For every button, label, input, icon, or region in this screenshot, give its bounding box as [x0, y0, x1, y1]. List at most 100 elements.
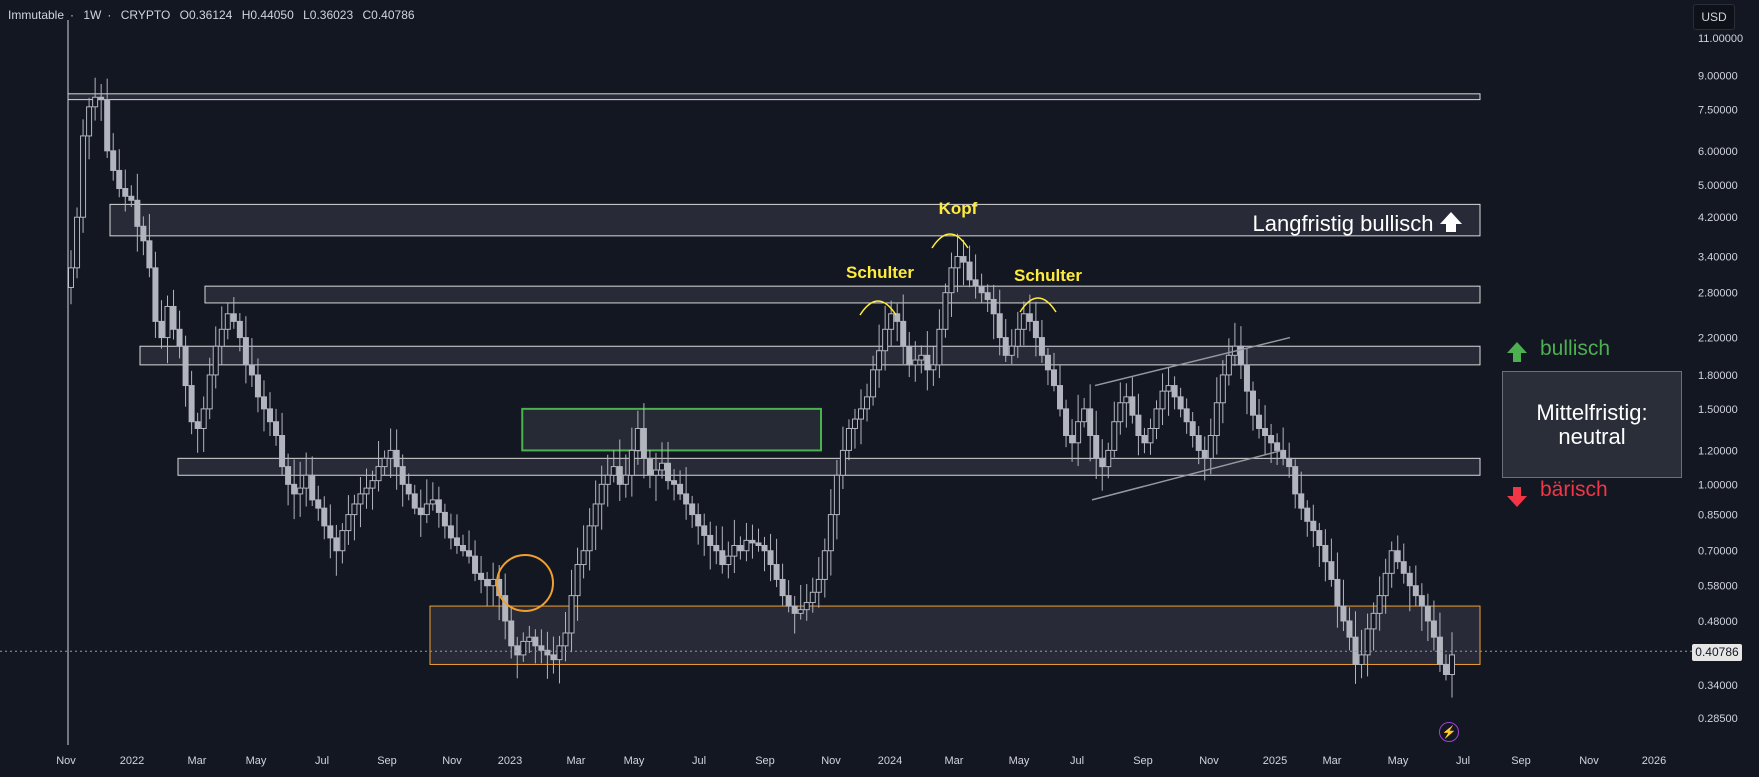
- candle-body: [1213, 402, 1220, 437]
- candle-body: [634, 427, 641, 451]
- zone-0: [67, 93, 1481, 101]
- candles-layer: [68, 77, 1455, 698]
- candle-body: [1069, 435, 1076, 444]
- arrow-up-icon: [1507, 342, 1527, 362]
- symbol-name[interactable]: Immutable: [8, 8, 65, 22]
- candle-body: [1165, 385, 1172, 392]
- green-zone: [521, 407, 822, 452]
- currency-button[interactable]: USD: [1693, 4, 1735, 30]
- candle-body: [1334, 578, 1341, 607]
- candle-body: [713, 544, 720, 552]
- zone-4: [177, 457, 1481, 476]
- candle-body: [1292, 466, 1299, 495]
- candle-body: [665, 462, 672, 482]
- candle-body: [580, 550, 587, 566]
- head-arc: [931, 233, 969, 249]
- x-tick-label: 2025: [1263, 755, 1287, 767]
- zone-3: [139, 345, 1481, 366]
- candle-body: [490, 578, 497, 587]
- candle-body: [1195, 435, 1202, 451]
- candle-body: [80, 135, 87, 218]
- candle-body: [116, 169, 123, 190]
- candle-body: [833, 474, 840, 516]
- y-tick-label: 0.85000: [1698, 510, 1738, 522]
- x-tick-label: 2023: [498, 755, 522, 767]
- open-value: O0.36124: [179, 8, 233, 22]
- candle-body: [158, 320, 165, 339]
- zone-1: [109, 203, 1481, 237]
- candle-body: [260, 396, 267, 410]
- candle-body: [1412, 585, 1419, 597]
- candle-body: [1153, 408, 1160, 429]
- candle-body: [1099, 457, 1106, 468]
- interval-label[interactable]: 1W: [83, 8, 102, 22]
- candle-body: [1340, 605, 1347, 622]
- candle-body: [381, 457, 388, 468]
- candle-body: [1400, 561, 1407, 574]
- candle-body: [1406, 572, 1413, 587]
- candle-body: [996, 313, 1003, 339]
- candle-body: [562, 632, 569, 647]
- candle-body: [1358, 654, 1365, 665]
- candle-body: [725, 555, 732, 566]
- candle-body: [1394, 550, 1401, 563]
- candle-body: [755, 542, 762, 546]
- candle-body: [761, 544, 768, 552]
- candle-body: [104, 99, 111, 152]
- lightning-icon[interactable]: ⚡: [1439, 722, 1459, 742]
- candle-body: [267, 408, 274, 423]
- candle-body: [1430, 620, 1437, 638]
- x-tick-label: Sep: [1511, 755, 1531, 767]
- candle-body: [803, 602, 810, 611]
- candle-body: [321, 507, 328, 527]
- schulter-right-label: Schulter: [1014, 266, 1082, 285]
- candle-body: [731, 544, 738, 557]
- close-value: C0.40786: [362, 8, 415, 22]
- x-tick-label: 2026: [1642, 755, 1666, 767]
- candle-body: [1087, 408, 1094, 437]
- candle-body: [1189, 421, 1196, 437]
- x-tick-label: Jul: [1456, 755, 1470, 767]
- candle-body: [1268, 435, 1275, 444]
- zone-2: [204, 285, 1481, 304]
- candle-body: [779, 578, 786, 597]
- candle-body: [1020, 313, 1027, 330]
- x-tick-label: May: [1388, 755, 1409, 767]
- candle-body: [1382, 572, 1389, 597]
- candle-body: [411, 493, 418, 509]
- x-tick-label: Sep: [377, 755, 397, 767]
- candle-body: [984, 292, 991, 300]
- candle-body: [707, 534, 714, 546]
- bearish-label: bärisch: [1540, 478, 1608, 501]
- candle-body: [1050, 369, 1057, 387]
- y-tick-label: 11.00000: [1698, 33, 1743, 45]
- candle-body: [339, 530, 346, 552]
- candle-body: [441, 511, 448, 527]
- candle-body: [815, 578, 822, 593]
- candle-body: [695, 514, 702, 527]
- candle-body: [1038, 337, 1045, 356]
- candle-body: [845, 427, 852, 451]
- candle-body: [749, 539, 756, 544]
- candle-body: [538, 645, 545, 651]
- x-tick-label: Nov: [56, 755, 76, 767]
- candle-body: [1304, 507, 1311, 522]
- candle-body: [978, 285, 985, 294]
- candle-body: [1129, 396, 1136, 416]
- candle-body: [1346, 620, 1353, 638]
- y-tick-label: 2.80000: [1698, 288, 1738, 300]
- x-tick-label: Mar: [1323, 755, 1342, 767]
- candle-body: [309, 474, 316, 501]
- candle-body: [110, 150, 117, 171]
- candle-body: [864, 396, 871, 410]
- candle-body: [1249, 390, 1256, 416]
- candle-body: [1002, 337, 1009, 356]
- candle-body: [1274, 442, 1281, 451]
- candle-body: [387, 449, 394, 459]
- candle-body: [628, 449, 635, 476]
- candle-body: [1449, 654, 1455, 676]
- candle-body: [1044, 354, 1051, 371]
- candle-body: [502, 595, 509, 622]
- candle-body: [1376, 595, 1383, 614]
